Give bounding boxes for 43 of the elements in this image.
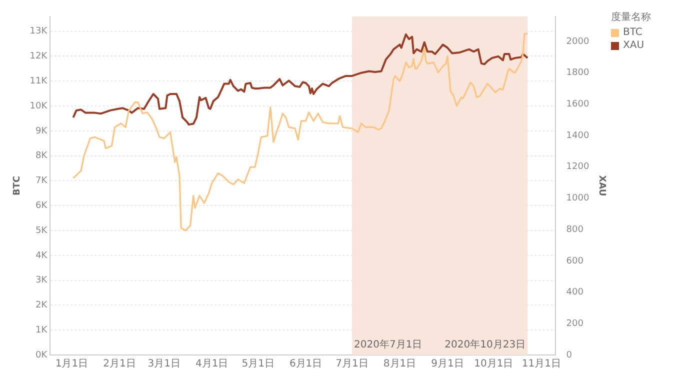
y-tick-label: 6K: [36, 200, 48, 211]
y2-axis-title: XAU: [596, 175, 606, 196]
y-axis-title: BTC: [12, 176, 23, 196]
y-tick-label: 2K: [36, 300, 48, 311]
y2-tick-label: 1600: [566, 100, 590, 110]
y-tick-label: 5K: [36, 226, 48, 236]
y-tick-label: 9K: [36, 126, 48, 136]
y2-tick-label: 1400: [566, 130, 590, 141]
y-tick-label: 4K: [36, 250, 48, 261]
x-tick-label: 4月1日: [195, 358, 228, 370]
y-tick-label: 0K: [36, 350, 48, 360]
y-tick-label: 12K: [30, 52, 48, 62]
annotation: 2020年7月1日: [354, 338, 422, 351]
y-tick-label: 13K: [30, 26, 48, 37]
y-tick-label: 7K: [36, 176, 48, 186]
x-tick-label: 11月1日: [522, 358, 561, 370]
x-tick-label: 10月1日: [474, 358, 514, 370]
x-tick-label: 7月1日: [336, 358, 368, 370]
y2-tick-label: 0: [566, 350, 572, 360]
y2-tick-label: 2000: [566, 36, 590, 47]
x-tick-label: 9月1日: [431, 358, 464, 370]
legend-title: 度量名称: [611, 10, 652, 24]
y-tick-label: 11K: [30, 76, 48, 86]
y2-tick-label: 400: [566, 288, 584, 298]
y2-tick-label: 600: [566, 256, 584, 266]
x-tick-label: 1月1日: [55, 358, 88, 370]
y-tick-label: 8K: [36, 151, 48, 162]
y-tick-label: 10K: [30, 101, 48, 112]
x-tick-label: 3月1日: [148, 358, 180, 370]
x-tick-label: 5月1日: [242, 358, 274, 370]
x-tick-label: 6月1日: [289, 358, 322, 370]
y-tick-label: 3K: [36, 276, 48, 286]
y-tick-label: 1K: [36, 325, 48, 336]
y2-tick-label: 1200: [566, 162, 590, 172]
x-tick-label: 8月1日: [383, 358, 416, 370]
annotation: 2020年10月23日: [444, 338, 526, 351]
y2-tick-label: 200: [566, 318, 584, 329]
legend-label: XAU: [623, 40, 644, 51]
y2-tick-label: 800: [566, 224, 584, 235]
y2-tick-label: 1800: [566, 68, 590, 78]
x-tick-label: 2月1日: [103, 358, 136, 370]
legend-label: BTC: [623, 27, 642, 38]
y2-tick-label: 1000: [566, 194, 590, 204]
